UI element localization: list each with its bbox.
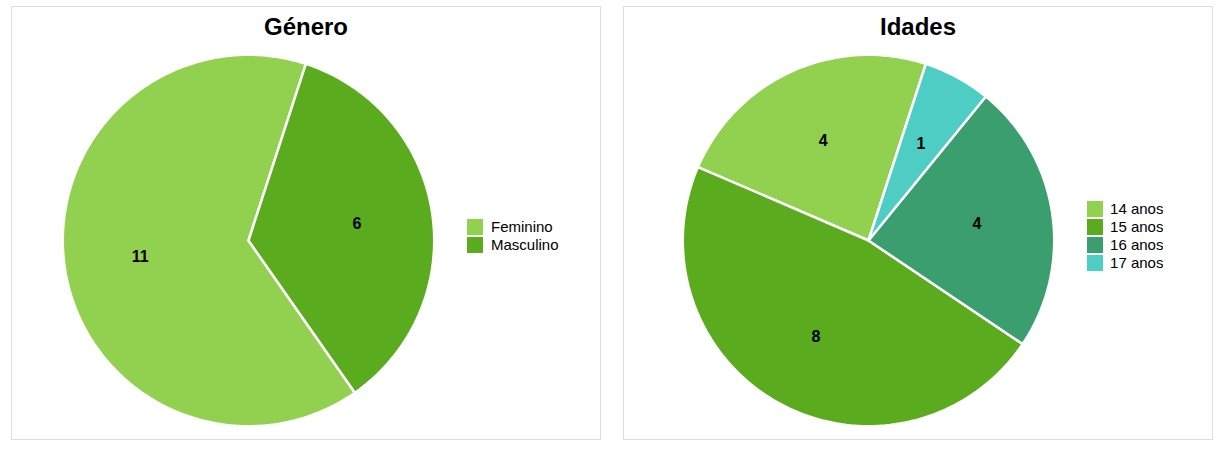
html-text:Idades: Idades — [880, 13, 956, 40]
svg-text:6: 6 — [353, 215, 362, 232]
html-text:Masculino: Masculino — [491, 236, 559, 254]
html-text:Feminino: Feminino — [491, 218, 553, 236]
svg-text:8: 8 — [811, 328, 820, 345]
html-text:17 anos: 17 anos — [1110, 254, 1164, 272]
svg-text:4: 4 — [818, 132, 827, 149]
svg-text:11: 11 — [132, 248, 149, 265]
svg-text:4: 4 — [972, 215, 981, 232]
html-text:16 anos: 16 anos — [1110, 236, 1164, 254]
html-text:15 anos: 15 anos — [1110, 218, 1164, 236]
html-text:Género: Género — [264, 13, 348, 40]
html-text:14 anos: 14 anos — [1110, 200, 1164, 218]
svg-text:1: 1 — [916, 135, 925, 152]
